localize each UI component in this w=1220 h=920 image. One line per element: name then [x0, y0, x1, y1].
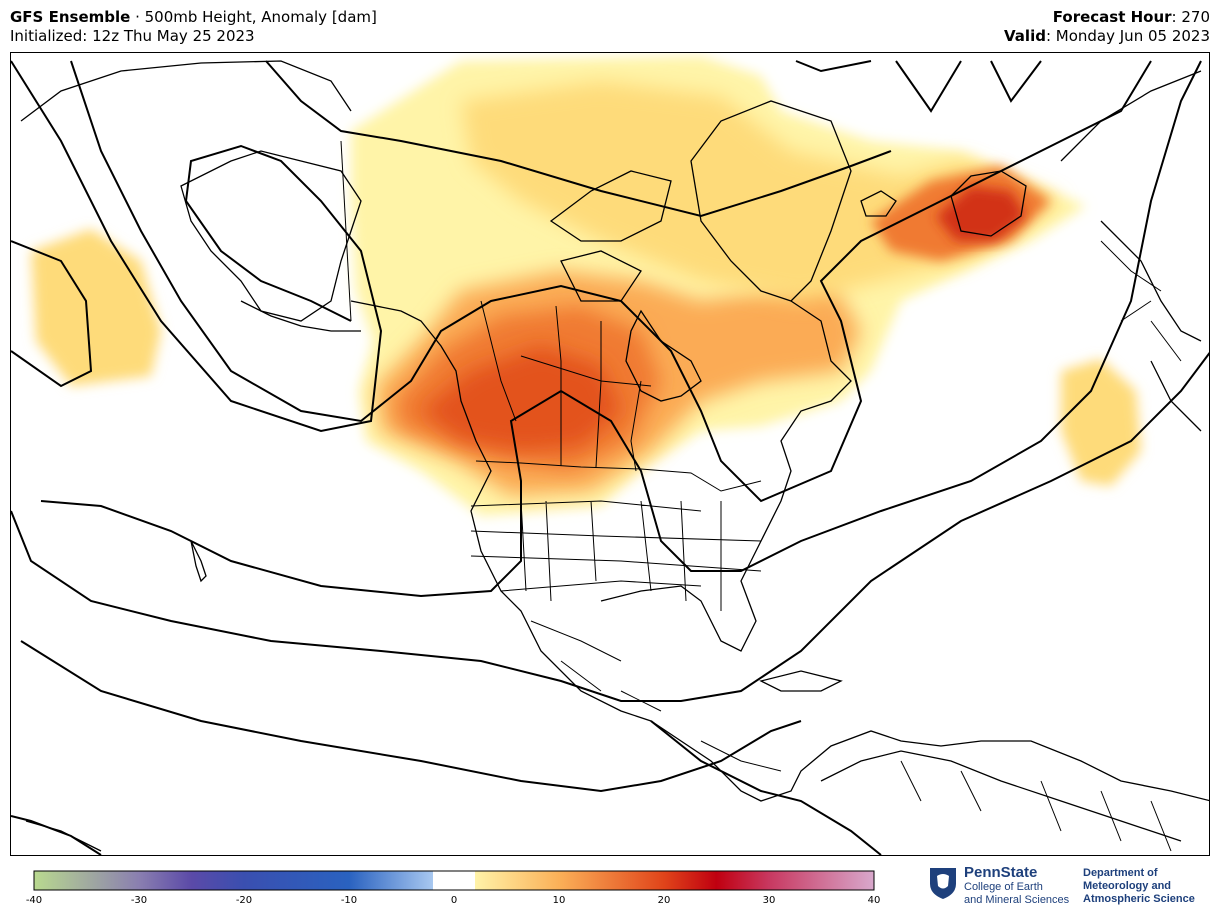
south-america-coast [820, 750, 1182, 842]
contour-1 [11, 240, 93, 388]
mexico-states [530, 620, 662, 712]
colorbar-bar [33, 870, 875, 891]
colorbar-tick-label: -10 [341, 895, 357, 906]
dept-line1: Department of [1083, 867, 1158, 879]
pennstate-college-line2: and Mineral Sciences [964, 894, 1070, 906]
dept-line2: Meteorology and [1083, 880, 1172, 892]
europe-borders [1100, 240, 1182, 362]
valid-value: : Monday Jun 05 2023 [1045, 27, 1210, 45]
contour-6 [895, 60, 962, 113]
iceland [860, 190, 897, 217]
arctic-islands [549, 170, 672, 302]
title-separator: · [130, 8, 145, 26]
forecast-hour-label: Forecast Hour [1052, 8, 1172, 26]
init-time: Initialized: 12z Thu May 25 2023 [10, 27, 255, 45]
us-canada-border [475, 460, 762, 492]
contour-2 [70, 60, 1152, 503]
nittany-lion-shield-icon [930, 868, 956, 899]
contour-12 [650, 720, 882, 855]
colorbar-tick-label: 0 [451, 895, 457, 906]
cuba [759, 670, 843, 692]
aleutians [240, 300, 361, 332]
contour-9 [11, 352, 1209, 702]
header-left: GFS Ensemble · 500mb Height, Anomaly [da… [10, 8, 377, 46]
greenland [690, 100, 852, 302]
coastlines [20, 60, 1209, 852]
pennstate-name: PennState [964, 864, 1038, 881]
colorbar-tick-label: -40 [26, 895, 42, 906]
asia-coast [20, 60, 352, 122]
anomaly-redorange-west [421, 346, 621, 451]
header-right: Forecast Hour: 270 Valid: Monday Jun 05 … [1004, 8, 1210, 46]
map-panel [10, 52, 1210, 856]
map-svg [11, 56, 1209, 855]
contour-3 [11, 60, 383, 433]
central-america [700, 740, 782, 772]
colorbar-tick-label: -30 [131, 895, 147, 906]
colorbar-ticks: -40 -30 -20 -10 0 10 20 30 40 [26, 895, 881, 906]
forecast-hour-value: : 270 [1171, 8, 1210, 26]
colorbar: -40 -30 -20 -10 0 10 20 30 40 [26, 870, 881, 906]
colorbar-tick-label: 30 [763, 895, 776, 906]
anomaly-shading [31, 56, 1141, 516]
dept-line3: Atmospheric Science [1083, 893, 1195, 905]
anomaly-yellow-pacific [31, 229, 161, 386]
colorbar-tick-label: 10 [553, 895, 566, 906]
anomaly-yellow-atlantic [1061, 359, 1141, 486]
dept-logo: Department of Meteorology and Atmospheri… [1083, 867, 1195, 906]
south-america-borders [900, 760, 1172, 852]
borders [340, 140, 1182, 852]
hawaii [190, 540, 207, 583]
field-name: 500mb Height, Anomaly [dam] [144, 8, 377, 26]
canada-provinces [480, 300, 652, 472]
kamchatka [25, 820, 102, 852]
contour-7 [990, 60, 1042, 103]
contour-10 [20, 640, 802, 793]
colorbar-tick-label: -20 [236, 895, 252, 906]
scandinavia [950, 170, 1027, 237]
valid-label: Valid [1004, 27, 1046, 45]
colorbar-tick-label: 20 [658, 895, 671, 906]
gulf-coast [600, 300, 852, 652]
contour-11 [11, 815, 102, 855]
contour-4 [265, 60, 892, 218]
colorbar-tick-label: 40 [868, 895, 881, 906]
contour-5 [795, 60, 872, 73]
height-contours [11, 60, 1209, 855]
model-name: GFS Ensemble [10, 8, 131, 26]
us-states [470, 500, 762, 611]
north-america-coast [350, 300, 1209, 802]
alaska-coast [180, 150, 362, 322]
hudson-bay [625, 309, 702, 402]
pennstate-college-line1: College of Earth [964, 881, 1043, 893]
contour-8 [40, 60, 1202, 598]
